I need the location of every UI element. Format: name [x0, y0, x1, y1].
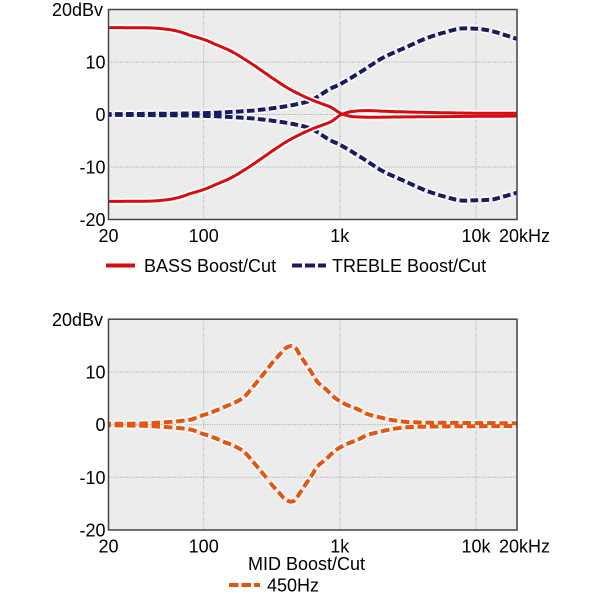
- svg-text:-20: -20: [79, 521, 105, 541]
- svg-text:0: 0: [95, 415, 105, 435]
- svg-text:BASS Boost/Cut: BASS Boost/Cut: [144, 256, 276, 276]
- svg-text:-10: -10: [79, 468, 105, 488]
- svg-text:20kHz: 20kHz: [499, 537, 550, 557]
- svg-text:10: 10: [85, 362, 105, 382]
- svg-text:20dBv: 20dBv: [52, 310, 103, 330]
- svg-text:10: 10: [85, 53, 105, 73]
- svg-text:1k: 1k: [330, 537, 350, 557]
- svg-text:1k: 1k: [330, 226, 350, 246]
- svg-text:-10: -10: [79, 158, 105, 178]
- svg-text:20: 20: [98, 537, 118, 557]
- svg-text:20: 20: [98, 226, 118, 246]
- svg-text:450Hz: 450Hz: [267, 576, 319, 596]
- svg-text:100: 100: [189, 537, 219, 557]
- svg-text:100: 100: [189, 226, 219, 246]
- svg-text:20dBv: 20dBv: [52, 0, 103, 20]
- svg-text:TREBLE Boost/Cut: TREBLE Boost/Cut: [332, 256, 486, 276]
- svg-text:-20: -20: [79, 210, 105, 230]
- svg-text:0: 0: [95, 105, 105, 125]
- svg-text:10k: 10k: [461, 226, 491, 246]
- svg-text:20kHz: 20kHz: [499, 226, 550, 246]
- svg-text:MID Boost/Cut: MID Boost/Cut: [248, 554, 365, 574]
- svg-text:10k: 10k: [461, 537, 491, 557]
